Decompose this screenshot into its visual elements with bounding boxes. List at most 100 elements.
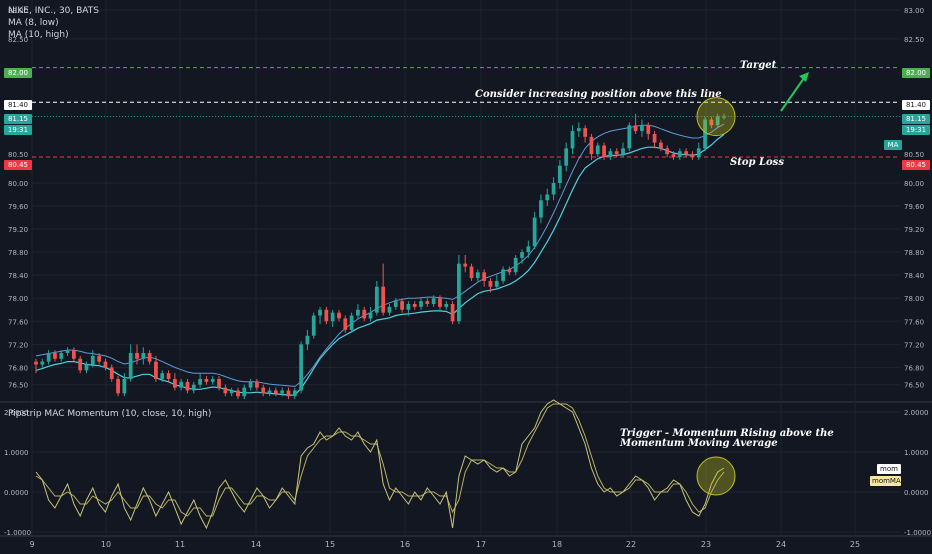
candle-body: [109, 367, 114, 379]
candle-body: [419, 301, 423, 307]
candle-body: [286, 390, 291, 397]
candle-body: [621, 148, 625, 155]
target-arrow-head: [799, 72, 809, 82]
price-tick-right: 80.50: [904, 151, 924, 159]
price-tick-left: 79.20: [8, 226, 28, 234]
candle-body: [280, 390, 285, 394]
time-tick: 15: [325, 540, 335, 549]
osc-tick-left: 1.0000: [4, 449, 29, 457]
mom-tag: mom: [877, 464, 901, 474]
candle-body: [677, 151, 682, 157]
candle-body: [311, 315, 316, 336]
osc-tick-left: 0.0000: [4, 489, 29, 497]
target-price-tag-left: 82.00: [4, 68, 32, 78]
candle-body: [34, 361, 38, 365]
candle-body: [160, 373, 165, 379]
candle-body: [122, 378, 127, 394]
candle-body: [532, 217, 537, 247]
candle-body: [444, 304, 449, 307]
stop-loss-annotation: Stop Loss: [730, 157, 784, 168]
candle-body: [349, 315, 354, 330]
countdown-tag-left: 19:31: [4, 125, 32, 135]
price-tick-right: 82.50: [904, 36, 924, 44]
candle-body: [59, 353, 64, 359]
candle-body: [406, 304, 411, 310]
stop-price-tag-left: 80.45: [4, 160, 32, 170]
ma-high-legend: MA (10, high): [8, 30, 69, 40]
candle-body: [299, 344, 303, 391]
ma-high-line: [35, 123, 725, 387]
candle-body: [318, 309, 322, 316]
osc-tick-left: -1.0000: [4, 529, 31, 537]
price-tick-right: 79.60: [904, 203, 924, 211]
symbol-title: NIKE, INC., 30, BATS: [8, 6, 99, 16]
time-tick: 17: [476, 540, 486, 549]
candle-body: [362, 309, 367, 319]
stop-price-tag-right: 80.45: [902, 160, 930, 170]
candle-body: [166, 373, 171, 379]
price-tick-right: 76.80: [904, 364, 924, 372]
candle-body: [640, 125, 644, 132]
candle-body: [46, 353, 51, 362]
ma-low-legend: MA (8, low): [8, 18, 59, 28]
candle-body: [128, 353, 133, 379]
momentum-ma-line: [35, 403, 725, 517]
candle-body: [589, 136, 594, 155]
price-tick-right: 79.20: [904, 226, 924, 234]
price-tick-left: 78.40: [8, 272, 28, 280]
candle-body: [185, 381, 190, 391]
candle-body: [356, 309, 360, 316]
candle-body: [494, 280, 499, 287]
candle-body: [722, 116, 726, 118]
candle-body: [236, 390, 240, 397]
trigger-annotation-line2: Momentum Moving Average: [620, 438, 778, 449]
candle-body: [709, 119, 714, 126]
ma-low-line: [35, 134, 725, 396]
last-price-tag-left: 81.15: [4, 114, 32, 124]
candle-body: [154, 361, 158, 379]
candle-body: [53, 353, 57, 359]
oscillator-legend: Pipstrip MAC Momentum (10, close, 10, hi…: [8, 409, 212, 419]
candle-body: [501, 269, 505, 281]
candle-body: [457, 263, 461, 322]
candle-body: [633, 125, 638, 132]
candle-body: [135, 353, 139, 359]
candle-body: [608, 151, 613, 157]
candle-body: [551, 182, 556, 195]
candle-body: [40, 361, 45, 365]
candle-body: [482, 272, 487, 281]
candle-body: [684, 151, 689, 155]
candle-body: [223, 387, 228, 394]
candle-body: [242, 387, 247, 397]
candle-body: [261, 387, 266, 394]
candle-body: [374, 286, 379, 313]
candle-body: [614, 151, 619, 155]
candle-body: [273, 390, 278, 394]
candle-body: [267, 390, 272, 394]
price-tick-left: 79.60: [8, 203, 28, 211]
price-tick-right: 77.60: [904, 318, 924, 326]
candle-body: [400, 301, 404, 310]
ma-badge[interactable]: MA: [884, 140, 902, 150]
entry-highlight-circle: [696, 97, 736, 137]
consider-price-tag-left: 81.40: [4, 100, 32, 110]
candle-body: [431, 298, 436, 304]
candle-body: [665, 148, 670, 155]
candle-body: [526, 246, 531, 253]
candle-body: [248, 381, 253, 388]
candle-body: [292, 390, 297, 397]
price-tick-left: 77.20: [8, 341, 28, 349]
last-price-tag-right: 81.15: [902, 114, 930, 124]
candle-body: [646, 125, 651, 134]
trigger-highlight-circle: [696, 456, 736, 496]
candle-body: [703, 119, 707, 149]
mom-ma-tag: momMA: [870, 476, 901, 486]
price-tick-right: 77.20: [904, 341, 924, 349]
price-tick-left: 82.50: [8, 36, 28, 44]
candle-body: [513, 257, 518, 273]
candle-body: [595, 145, 600, 155]
candle-body: [324, 309, 329, 322]
candle-body: [198, 378, 202, 385]
